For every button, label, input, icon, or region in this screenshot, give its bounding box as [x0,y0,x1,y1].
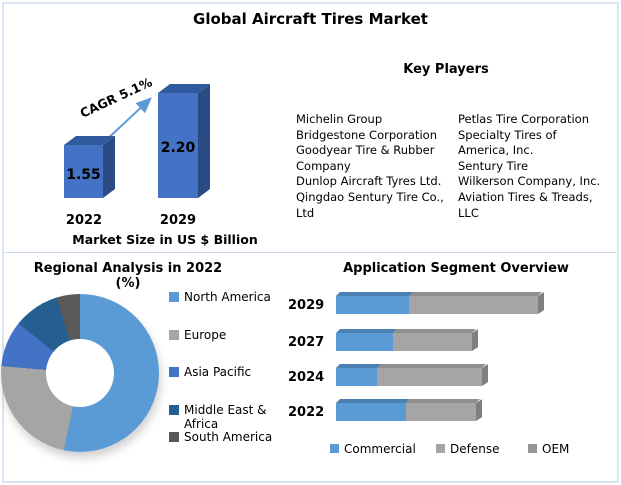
legend-label: OEM [542,442,570,456]
app-bar-row [336,364,488,386]
app-bar-commercial [336,333,393,351]
app-bar-commercial [336,368,377,386]
bar-side-face [198,83,210,198]
key-player: Sentury Tire [458,158,529,173]
legend-item-commercial: Commercial [330,442,416,456]
legend-label: Europe [184,328,227,342]
axis-label-2029: 2029 [159,213,197,228]
legend-label: South America [184,430,273,444]
legend-item-defense: Defense [436,442,499,456]
legend-item-oem: OEM [528,442,569,456]
key-players-heading: Key Players [403,62,489,77]
application-heading: Application Segment Overview [343,261,569,276]
cagr-annotation: CAGR 5.1% [77,74,155,121]
legend-item-north-america: North America [169,290,286,304]
key-player: America, Inc. [458,143,534,158]
key-player: Specialty Tires of [458,127,557,142]
bar-value-2029: 2.20 [160,140,196,156]
key-player: Michelin Group [296,112,383,126]
legend-label: Middle East & Africa [184,403,267,431]
key-player: Dunlop Aircraft Tyres Ltd. [296,174,442,189]
legend-swatch [330,444,339,453]
legend-swatch [169,292,179,302]
legend-swatch [169,405,179,415]
legend-swatch [169,330,179,340]
bar-side-face [103,135,115,198]
app-bar-row [336,399,482,421]
market-bar-2022: 1.55 [64,135,115,198]
app-axis-label-2022: 2022 [288,405,325,420]
app-bar-defense [377,368,482,386]
app-bar-defense [409,296,538,314]
legend-item-south-america: South America [169,430,286,444]
key-players-list: Michelin Group Bridgestone Corporation G… [296,112,616,221]
legend-label: Commercial [344,442,416,456]
app-bar-commercial [336,403,406,421]
donut-chart [1,294,159,452]
legend-label: Asia Pacific [184,365,252,379]
axis-label-2022: 2022 [65,213,103,228]
market-bar-2029: 2.20 [158,83,210,198]
key-player: Aviation Tires & Treads, [458,189,593,204]
app-bar-row [336,329,478,351]
page-title: Global Aircraft Tires Market [193,10,428,28]
section-divider [5,252,616,253]
app-bar-row [336,292,544,314]
bar-value-2022: 1.55 [66,167,101,183]
app-bar-defense [406,403,476,421]
app-bar-defense [393,333,472,351]
app-axis-label-2029: 2029 [288,298,325,313]
key-player: Qingdao Sentury Tire Co., [296,189,444,204]
legend-item-europe: Europe [169,328,286,342]
app-bar-commercial [336,296,409,314]
legend-item-asia-pacific: Asia Pacific [169,365,286,379]
key-player: Bridgestone Corporation [296,127,437,142]
key-player: Ltd [296,205,315,220]
app-bar-end-cap [472,329,478,351]
market-chart-caption: Market Size in US $ Billion [72,232,258,247]
legend-label: Defense [450,442,500,456]
key-players-column-right: Petlas Tire Corporation Specialty Tires … [458,112,616,221]
key-player: LLC [458,205,479,220]
regional-heading: Regional Analysis in 2022 (%) [33,261,223,291]
market-size-chart: CAGR 5.1% 1.55 2.20 2022 2029 Market Siz… [60,74,260,248]
app-bar-end-cap [482,364,488,386]
key-player: Petlas Tire Corporation [458,112,590,126]
key-player: Wilkerson Company, Inc. [458,174,601,189]
legend-label: North America [184,290,271,304]
app-bar-end-cap [538,292,544,314]
legend-swatch [528,444,537,453]
legend-swatch [169,367,179,377]
key-player: Company [296,158,351,173]
key-player: Goodyear Tire & Rubber [296,143,435,158]
key-players-column-left: Michelin Group Bridgestone Corporation G… [296,112,458,221]
app-bar-end-cap [476,399,482,421]
app-axis-label-2024: 2024 [288,370,325,385]
legend-item-middle-east-africa: Middle East & Africa [169,403,286,431]
legend-swatch [436,444,445,453]
app-axis-label-2027: 2027 [288,335,325,350]
legend-swatch [169,432,179,442]
donut-hole [46,339,114,407]
